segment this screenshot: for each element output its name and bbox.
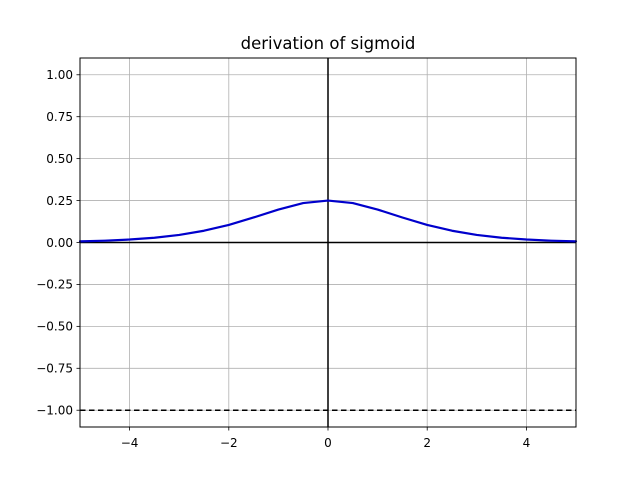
y-tick-label: −1.00 <box>36 404 73 418</box>
x-tick-label: −4 <box>121 436 139 450</box>
x-axis-ticks: −4 −2 0 2 4 <box>121 427 530 450</box>
y-tick-label: −0.75 <box>36 362 73 376</box>
x-tick-label: 4 <box>523 436 531 450</box>
y-tick-label: 0.25 <box>46 194 73 208</box>
y-tick-label: 0.75 <box>46 110 73 124</box>
y-tick-label: −0.25 <box>36 278 73 292</box>
y-tick-label: 0.00 <box>46 236 73 250</box>
x-tick-label: −2 <box>220 436 238 450</box>
y-tick-label: 0.50 <box>46 152 73 166</box>
series-layer <box>78 199 578 243</box>
y-tick-label: −0.50 <box>36 320 73 334</box>
chart-title: derivation of sigmoid <box>241 34 416 53</box>
x-tick-label: 0 <box>324 436 332 450</box>
y-tick-label: 1.00 <box>46 68 73 82</box>
x-tick-label: 2 <box>423 436 431 450</box>
y-axis-ticks: 1.00 0.75 0.50 0.25 0.00 −0.25 −0.50 −0.75 −1.00 <box>36 68 80 418</box>
reference-lines <box>80 58 576 427</box>
series-line <box>78 199 578 243</box>
